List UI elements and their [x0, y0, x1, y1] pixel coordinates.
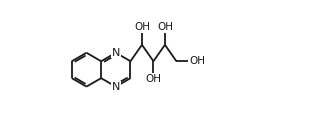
Text: OH: OH — [145, 74, 161, 84]
Text: N: N — [112, 82, 120, 92]
Text: N: N — [112, 48, 120, 58]
Text: OH: OH — [134, 22, 150, 32]
Text: OH: OH — [157, 22, 173, 32]
Text: OH: OH — [189, 56, 205, 66]
